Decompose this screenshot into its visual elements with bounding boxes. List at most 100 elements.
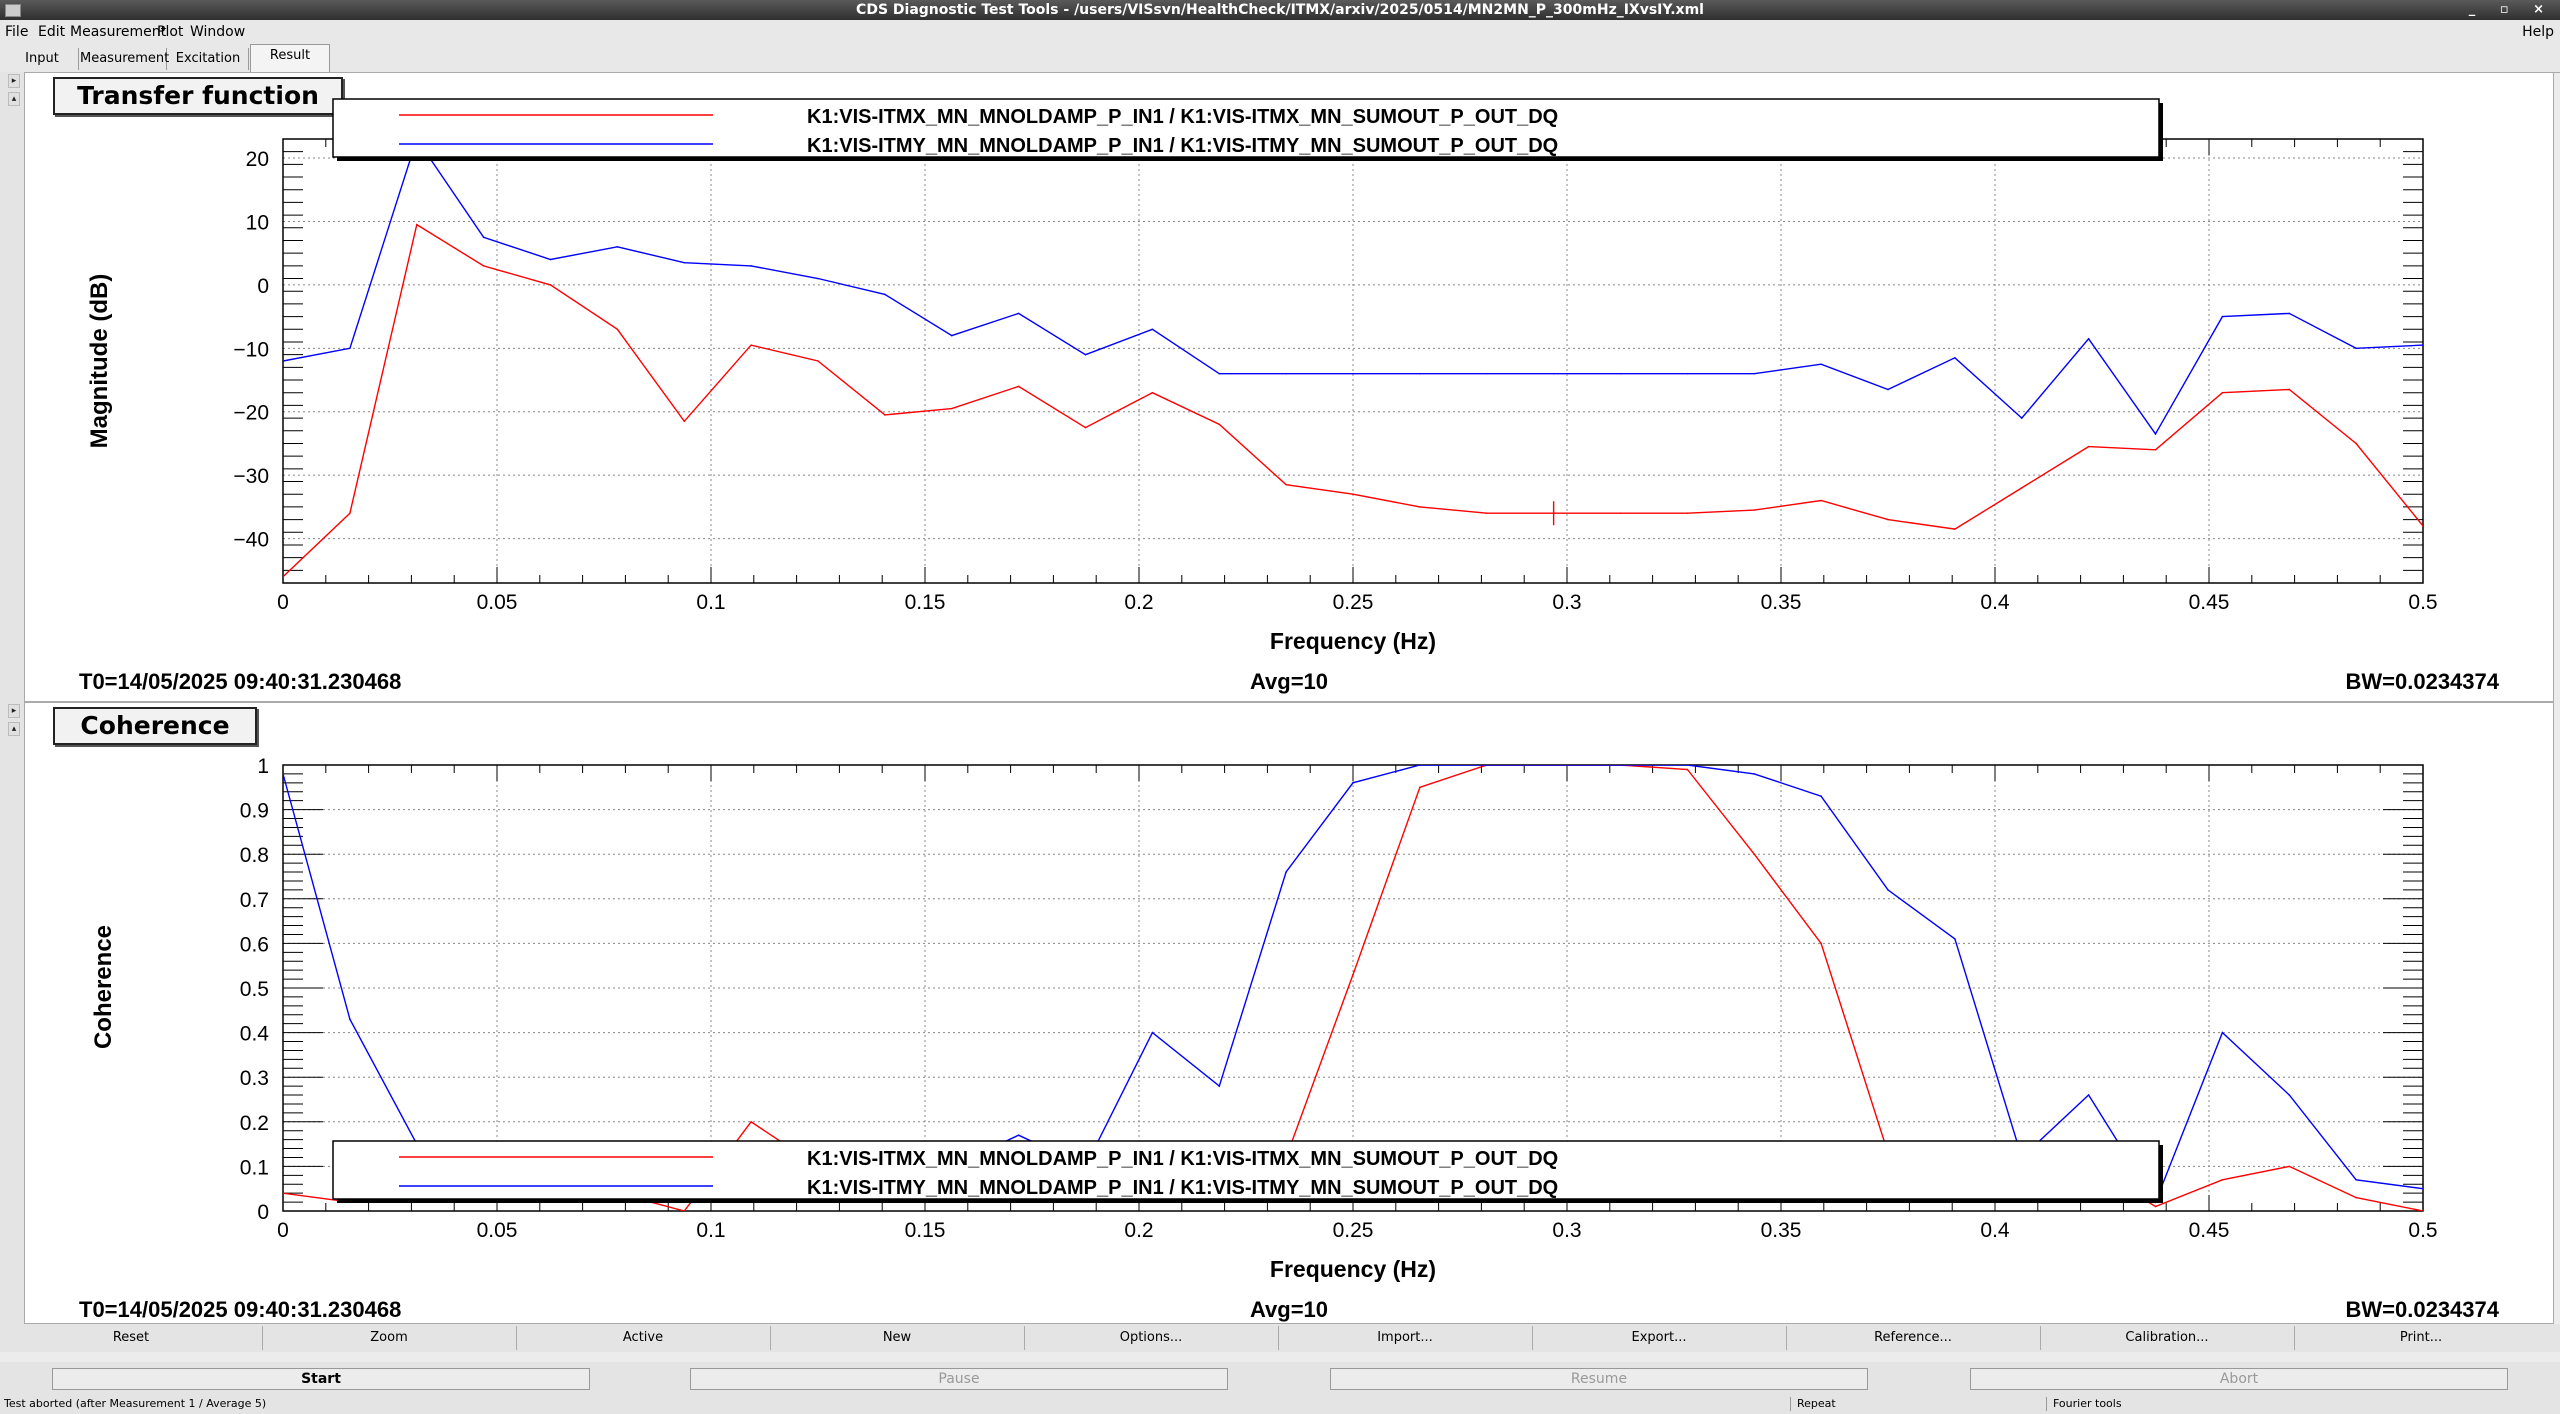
data-point <box>750 265 752 267</box>
y-tick-label: 0.6 <box>240 933 269 956</box>
y-tick-label: 0.4 <box>240 1023 270 1046</box>
window-titlebar: CDS Diagnostic Test Tools - /users/VISsv… <box>0 0 2560 20</box>
panel2-collapse-arrow-icon[interactable]: ▴ <box>8 722 20 736</box>
export-button[interactable]: Export... <box>1532 1326 1787 1350</box>
active-button[interactable]: Active <box>516 1326 771 1350</box>
data-point <box>349 1018 351 1021</box>
panel1-expand-arrow-icon[interactable]: ▸ <box>8 74 20 88</box>
x-tick-label: 0.45 <box>2189 591 2230 614</box>
data-point <box>1285 483 1287 486</box>
data-point <box>1285 372 1287 375</box>
status-repeat: Repeat <box>1790 1397 1836 1411</box>
tab-result[interactable]: Result <box>250 44 330 73</box>
print-button[interactable]: Print... <box>2399 1330 2443 1345</box>
reference-button[interactable]: Reference... <box>1786 1326 2041 1350</box>
new-button[interactable]: New <box>770 1326 1025 1350</box>
data-point <box>1686 512 1689 515</box>
data-point <box>1887 518 1889 521</box>
data-point <box>750 1121 752 1123</box>
reset-button[interactable]: Reset <box>0 1326 263 1350</box>
data-point <box>1887 388 1889 391</box>
data-point <box>616 246 619 248</box>
data-point <box>283 360 284 362</box>
data-point <box>549 284 552 286</box>
panel2-expand-arrow-icon[interactable]: ▸ <box>8 704 20 718</box>
transfer-function-chart[interactable]: Magnitude (dB) Frequency (Hz) T0=14/05/2… <box>25 73 2553 701</box>
menubar: File Edit Measurement Plot Window Help <box>0 20 2560 44</box>
tab-excitation[interactable]: Excitation <box>168 48 249 70</box>
panel1-avg: Avg=10 <box>1250 669 1328 694</box>
panel1-side-strip <box>0 72 25 702</box>
legend-box <box>332 1140 2160 1200</box>
panel1-xlabel: Frequency (Hz) <box>1270 628 1436 654</box>
panel1-collapse-arrow-icon[interactable]: ▴ <box>8 92 20 106</box>
y-tick-label: 0 <box>257 275 269 298</box>
tab-measurement[interactable]: Measurement <box>80 48 169 70</box>
data-point <box>283 1192 284 1194</box>
data-point <box>1419 786 1421 789</box>
data-point <box>2087 445 2090 448</box>
data-point <box>2422 1187 2423 1190</box>
data-point <box>1820 499 1822 502</box>
x-tick-label: 0.15 <box>905 591 946 614</box>
y-tick-label: 10 <box>246 211 269 234</box>
data-point <box>2221 1031 2224 1034</box>
data-point <box>1619 765 1622 766</box>
panel2-side-strip <box>0 702 25 1324</box>
data-point <box>1151 328 1154 331</box>
coherence-chart[interactable]: Coherence Frequency (Hz) T0=14/05/2025 0… <box>25 703 2553 1323</box>
tab-input[interactable]: Input <box>6 48 79 70</box>
data-point <box>1352 973 1354 976</box>
data-point <box>884 293 886 296</box>
data-point <box>2355 1196 2357 1199</box>
window-title: CDS Diagnostic Test Tools - /users/VISsv… <box>856 2 1704 18</box>
data-point <box>1954 357 1956 359</box>
data-point <box>1218 423 1221 426</box>
data-point <box>2154 449 2157 451</box>
x-tick-label: 0.2 <box>1124 1219 1153 1242</box>
window-controls[interactable]: _ ▫ × <box>2468 2 2554 17</box>
data-point <box>2355 347 2357 350</box>
data-point <box>1552 372 1555 375</box>
resume-button[interactable]: Resume <box>1330 1368 1868 1390</box>
menu-measurement[interactable]: Measurement <box>70 24 167 40</box>
import-button[interactable]: Import... <box>1278 1326 1533 1350</box>
x-tick-label: 0.2 <box>1124 591 1153 614</box>
data-point <box>616 328 619 331</box>
data-point <box>2221 1178 2224 1181</box>
y-tick-label: 0 <box>257 1201 269 1224</box>
menu-help[interactable]: Help <box>2522 24 2554 40</box>
data-point <box>482 265 485 267</box>
panel1-title[interactable]: Transfer function <box>53 77 343 115</box>
data-point <box>1485 765 1488 766</box>
data-point <box>950 407 953 410</box>
data-point <box>884 414 886 416</box>
x-tick-label: 0 <box>277 1219 289 1242</box>
menu-plot[interactable]: Plot <box>157 24 184 40</box>
calibration-button[interactable]: Calibration... <box>2040 1326 2295 1350</box>
abort-button[interactable]: Abort <box>1970 1368 2508 1390</box>
menu-edit[interactable]: Edit <box>38 24 66 40</box>
y-tick-label: −20 <box>233 402 269 425</box>
pause-button[interactable]: Pause <box>690 1368 1228 1390</box>
x-tick-label: 0.05 <box>477 1219 518 1242</box>
start-button[interactable]: Start <box>52 1368 590 1390</box>
x-tick-label: 0.3 <box>1552 1219 1581 1242</box>
data-point <box>1419 765 1421 766</box>
data-point <box>1084 353 1087 356</box>
x-tick-label: 0.25 <box>1333 591 1374 614</box>
menu-file[interactable]: File <box>5 24 29 40</box>
series-group <box>283 139 2423 578</box>
panel2-title[interactable]: Coherence <box>53 707 257 745</box>
data-point <box>2288 388 2291 391</box>
zoom-button[interactable]: Zoom <box>262 1326 517 1350</box>
data-point <box>1820 942 1822 945</box>
options-button[interactable]: Options... <box>1024 1326 1279 1350</box>
data-point <box>2221 391 2224 394</box>
data-point <box>683 420 686 423</box>
data-point <box>2154 433 2157 435</box>
menu-window[interactable]: Window <box>190 24 246 40</box>
data-point <box>2422 344 2423 346</box>
x-tick-label: 0.1 <box>696 1219 725 1242</box>
x-tick-label: 0.05 <box>477 591 518 614</box>
